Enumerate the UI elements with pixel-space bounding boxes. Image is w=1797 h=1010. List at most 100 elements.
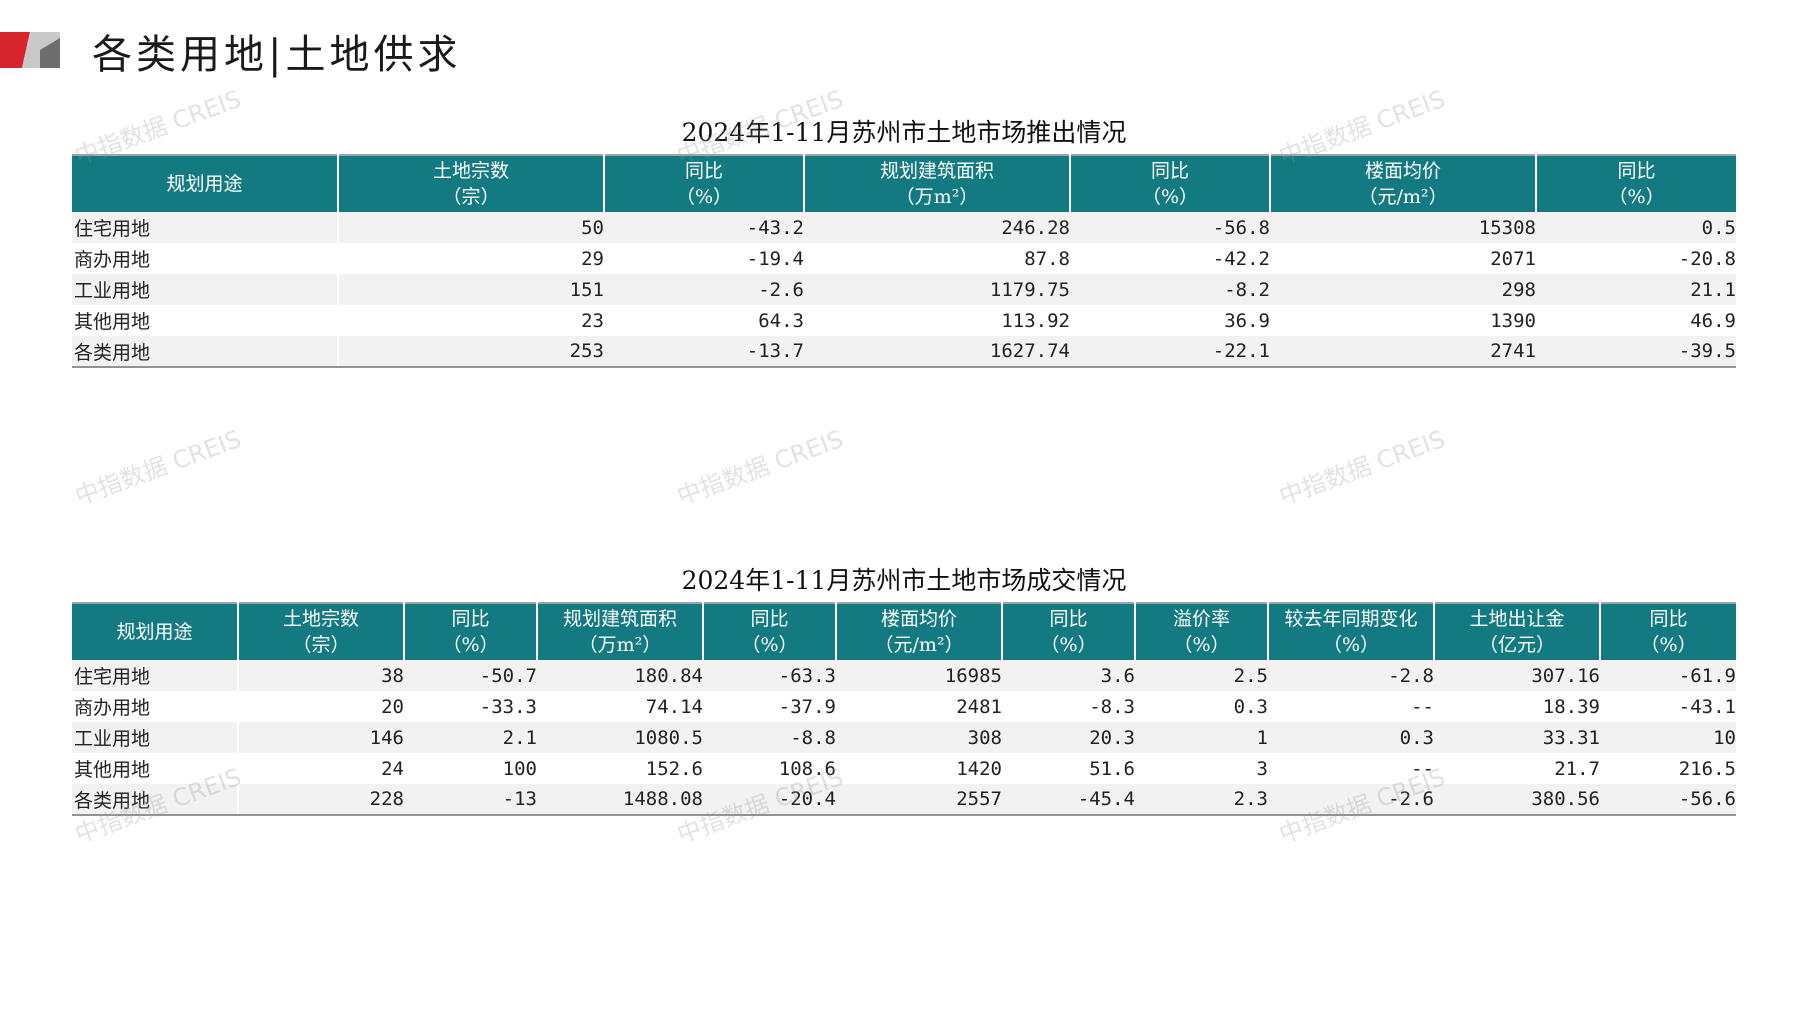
column-header-unit: （%） <box>1173 634 1230 656</box>
table-cell: 180.84 <box>537 660 703 691</box>
supply-table: 规划用途 土地宗数 （宗） 同比 （%） 规划建筑面积 （万m²） 同比 （%） 楼面均价 （元/m… <box>72 154 1736 368</box>
column-header: 土地宗数 （宗） <box>237 603 404 660</box>
table-cell: -- <box>1411 695 1434 718</box>
table-cell: 33.31 <box>1434 722 1600 753</box>
table-cell: -2.6 <box>604 274 804 305</box>
row-label-cell: 工业用地 <box>72 722 239 753</box>
table-cell: -8.2 <box>1070 274 1270 305</box>
column-header: 较去年同期变化 （%） <box>1267 603 1434 660</box>
table-cell: 64.3 <box>758 309 804 332</box>
table-cell: -13 <box>404 784 537 816</box>
table-cell: 20 <box>381 695 404 718</box>
column-header-label: 溢价率 <box>1172 608 1230 630</box>
row-label-cell: 住宅用地 <box>72 660 239 691</box>
column-header-label: 同比 <box>1617 160 1656 182</box>
table-cell: 380.56 <box>1434 784 1600 816</box>
table-cell: 100 <box>502 757 537 780</box>
table-cell: 2557 <box>836 784 1002 816</box>
deal-table-title: 2024年1-11月苏州市土地市场成交情况 <box>681 566 1127 595</box>
supply-table-title: 2024年1-11月苏州市土地市场推出情况 <box>681 118 1127 147</box>
column-header-label: 土地宗数 <box>282 608 359 630</box>
table-cell: 2481 <box>956 695 1002 718</box>
table-cell: -61.9 <box>1600 660 1736 691</box>
table-cell: 113.92 <box>1001 309 1070 332</box>
table-cell: -2.6 <box>1268 784 1434 816</box>
column-header: 规划建筑面积 （万m²） <box>536 603 703 660</box>
supply-table-body: 住宅用地 50 -43.2 246.28 -56.8 15308 0.5 商办用地 29 -19.… <box>72 212 1736 368</box>
column-header-unit: （宗） <box>292 634 350 656</box>
table-cell: 51.6 <box>1089 757 1135 780</box>
table-cell: 0.3 <box>1268 722 1434 753</box>
column-header-unit: （%） <box>1608 186 1665 208</box>
table-cell: -43.2 <box>604 212 804 243</box>
column-header-label: 同比 <box>750 608 789 630</box>
column-header-label: 同比 <box>1150 160 1189 182</box>
table-cell: 307.16 <box>1434 660 1600 691</box>
table-cell: -19.4 <box>746 247 804 270</box>
column-header: 同比 （%） <box>1535 155 1736 212</box>
table-cell: 1420 <box>956 757 1002 780</box>
column-header: 同比 （%） <box>1001 603 1135 660</box>
column-header-unit: （%） <box>1141 186 1199 208</box>
brand-logo-icon <box>0 32 60 68</box>
table-row: 其他用地 24 100 152.6 108.6 1420 51.6 3 -- 21.7 216.5 <box>72 753 1736 784</box>
column-header-label: 同比 <box>451 608 490 630</box>
column-header: 土地宗数 （宗） <box>337 155 604 212</box>
row-label-cell: 其他用地 <box>74 759 151 781</box>
table-cell: -8.8 <box>703 722 836 753</box>
table-row: 各类用地 253 -13.7 1627.74 -22.1 2741 -39.5 <box>72 336 1736 368</box>
table-cell: 24 <box>381 757 404 780</box>
table-cell: 21.1 <box>1536 274 1736 305</box>
table-cell: 1488.08 <box>537 784 703 816</box>
table-cell: 228 <box>238 784 404 816</box>
row-label-cell: 各类用地 <box>72 784 239 816</box>
column-header: 溢价率 （%） <box>1134 603 1268 660</box>
table-cell: -63.3 <box>703 660 836 691</box>
table-cell: -39.5 <box>1536 336 1736 368</box>
column-header-label: 规划建筑面积 <box>879 160 994 182</box>
column-header-unit: （宗） <box>442 186 500 208</box>
table-cell: -42.2 <box>1212 247 1270 270</box>
column-header: 楼面均价 （元/m²） <box>835 603 1002 660</box>
column-header-label: 土地出让金 <box>1469 608 1565 630</box>
table-cell: 18.39 <box>1542 695 1600 718</box>
column-header-unit: （元/m²） <box>1358 186 1448 208</box>
table-cell: 246.28 <box>804 212 1070 243</box>
table-cell: 0.3 <box>1233 695 1268 718</box>
column-header-unit: （%） <box>741 634 798 656</box>
page-title: 各类用地|土地供求 <box>92 32 462 78</box>
table-cell: 50 <box>338 212 604 243</box>
table-cell: -50.7 <box>404 660 537 691</box>
table-cell: -56.6 <box>1600 784 1736 816</box>
column-header-label: 楼面均价 <box>1364 160 1441 182</box>
table-cell: 2.3 <box>1135 784 1268 816</box>
table-row: 工业用地 151 -2.6 1179.75 -8.2 298 21.1 <box>72 274 1736 305</box>
table-cell: -20.8 <box>1678 247 1736 270</box>
column-header: 楼面均价 （元/m²） <box>1269 155 1536 212</box>
row-label-cell: 商办用地 <box>74 697 151 719</box>
column-header: 规划用途 <box>72 603 238 660</box>
table-row: 各类用地 228 -13 1488.08 -20.4 2557 -45.4 2.3 -2.6 38… <box>72 784 1736 816</box>
column-header-unit: （%） <box>1322 634 1380 656</box>
column-header: 土地出让金 （亿元） <box>1433 603 1600 660</box>
row-label-cell: 商办用地 <box>74 249 151 271</box>
table-row: 住宅用地 38 -50.7 180.84 -63.3 16985 3.6 2.5 -2.8 307… <box>72 660 1736 691</box>
column-header: 同比 （%） <box>1599 603 1736 660</box>
table-cell: 1179.75 <box>804 274 1070 305</box>
table-cell: -- <box>1411 757 1434 780</box>
table-cell: 29 <box>581 247 604 270</box>
table-cell: 298 <box>1270 274 1536 305</box>
table-cell: 1 <box>1135 722 1268 753</box>
watermark: 中指数据 CREIS <box>1275 424 1449 511</box>
table-cell: 36.9 <box>1224 309 1270 332</box>
column-header-unit: （%） <box>675 186 733 208</box>
table-cell: 1627.74 <box>804 336 1070 368</box>
table-row: 工业用地 146 2.1 1080.5 -8.8 308 20.3 1 0.3 33.31 10 <box>72 722 1736 753</box>
column-header-unit: （万m²） <box>578 634 662 656</box>
column-header-label: 规划用途 <box>116 621 193 643</box>
table-cell: 38 <box>238 660 404 691</box>
watermark: 中指数据 CREIS <box>71 424 245 511</box>
row-label-cell: 其他用地 <box>74 311 151 333</box>
table-cell: 15308 <box>1270 212 1536 243</box>
table-cell: 2.1 <box>404 722 537 753</box>
